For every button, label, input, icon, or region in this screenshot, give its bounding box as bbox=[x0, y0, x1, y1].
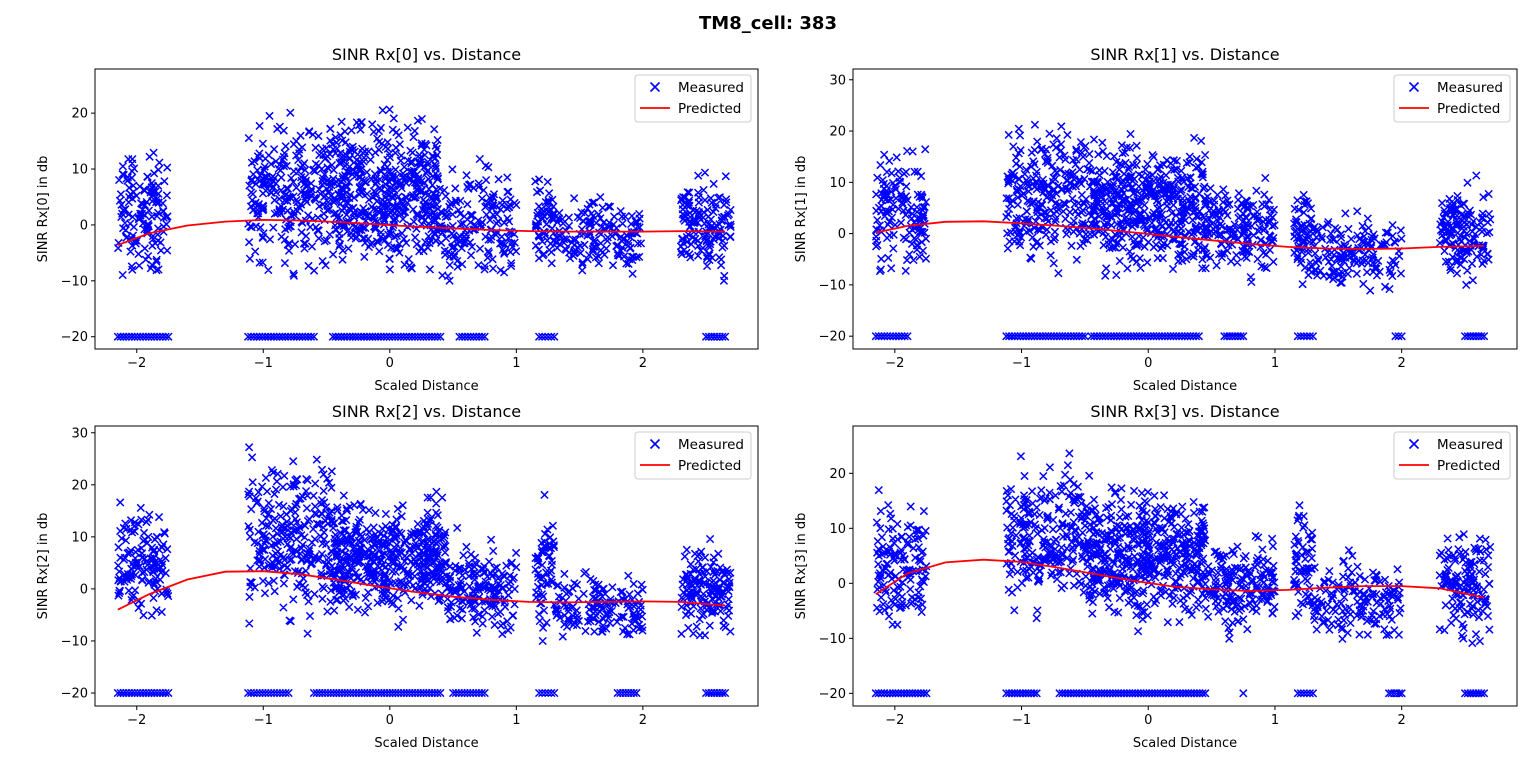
x-tick-label: 2 bbox=[1398, 356, 1406, 371]
y-tick-label: −20 bbox=[61, 686, 88, 701]
axes-frame bbox=[852, 425, 1518, 707]
subplot-3: SINR Rx[3] vs. Distance−2 −1 0 1 2−20−100102… bbox=[794, 402, 1518, 751]
x-axis-label: Scaled Distance bbox=[374, 736, 478, 751]
legend-marker-measured bbox=[1408, 438, 1420, 450]
x-tick-label: −2 bbox=[885, 356, 904, 371]
subplot-title: SINR Rx[3] vs. Distance bbox=[1090, 402, 1279, 421]
subplot-title: SINR Rx[1] vs. Distance bbox=[1090, 45, 1279, 64]
legend-box bbox=[1393, 431, 1511, 480]
x-tick-label: 2 bbox=[1398, 713, 1406, 728]
legend: Measured Predicted bbox=[1393, 74, 1511, 123]
y-tick-label: −10 bbox=[61, 634, 88, 649]
legend-label-measured: Measured bbox=[678, 437, 744, 453]
y-tick-label: 0 bbox=[80, 218, 88, 233]
y-tick-label: −20 bbox=[819, 687, 846, 702]
subplot-0: SINR Rx[0] vs. Distance−2 −1 0 1 2−20−100102… bbox=[36, 45, 759, 394]
y-tick-label: 0 bbox=[80, 582, 88, 597]
y-tick-label: 20 bbox=[829, 125, 846, 140]
x-tick-label: 2 bbox=[639, 356, 647, 371]
legend-marker-measured bbox=[649, 81, 661, 93]
x-tick-label: −2 bbox=[127, 713, 146, 728]
legend-box bbox=[634, 431, 752, 480]
x-tick-label: 1 bbox=[512, 356, 520, 371]
legend: Measured Predicted bbox=[634, 74, 752, 123]
legend-label-predicted: Predicted bbox=[1437, 101, 1500, 117]
x-axis-label: Scaled Distance bbox=[374, 379, 478, 394]
legend-label-predicted: Predicted bbox=[678, 458, 741, 474]
axes-frame bbox=[852, 68, 1518, 350]
x-axis-label: Scaled Distance bbox=[1133, 736, 1237, 751]
x-tick-label: 0 bbox=[386, 713, 394, 728]
x-tick-label: −1 bbox=[254, 713, 273, 728]
y-tick-label: 10 bbox=[71, 530, 88, 545]
legend-box bbox=[634, 74, 752, 123]
x-tick-label: 2 bbox=[639, 713, 647, 728]
x-tick-label: −1 bbox=[254, 356, 273, 371]
figure-suptitle: TM8_cell: 383 bbox=[699, 13, 837, 34]
measured-points bbox=[871, 120, 1495, 341]
measured-markers bbox=[113, 443, 735, 698]
legend: Measured Predicted bbox=[1393, 431, 1511, 480]
y-tick-label: 10 bbox=[71, 163, 88, 178]
subplot-2: SINR Rx[2] vs. Distance−2 −1 0 1 2−20−100102… bbox=[36, 402, 759, 751]
legend-marker-measured bbox=[1408, 81, 1420, 93]
y-axis-label: SINR Rx[1] in db bbox=[794, 156, 809, 263]
measured-points bbox=[113, 105, 735, 341]
measured-points bbox=[871, 449, 1495, 698]
x-tick-label: 1 bbox=[512, 713, 520, 728]
y-tick-label: −10 bbox=[819, 632, 846, 647]
subplot-1: SINR Rx[1] vs. Distance−2 −1 0 1 2−20−100102… bbox=[794, 45, 1518, 394]
legend-label-measured: Measured bbox=[1437, 437, 1503, 453]
legend-marker-measured bbox=[649, 438, 661, 450]
legend-label-measured: Measured bbox=[678, 80, 744, 96]
x-tick-label: 0 bbox=[1144, 356, 1152, 371]
y-tick-label: 30 bbox=[71, 426, 88, 441]
y-tick-label: 10 bbox=[829, 176, 846, 191]
y-tick-label: 0 bbox=[838, 577, 846, 592]
axes-frame bbox=[94, 425, 759, 707]
y-tick-label: −20 bbox=[819, 330, 846, 345]
x-tick-label: −1 bbox=[1012, 713, 1031, 728]
predicted-line bbox=[875, 220, 1485, 250]
legend: Measured Predicted bbox=[634, 431, 752, 480]
measured-markers bbox=[871, 120, 1495, 341]
x-tick-label: 1 bbox=[1271, 356, 1279, 371]
x-tick-label: 0 bbox=[386, 356, 394, 371]
y-tick-label: 0 bbox=[838, 227, 846, 242]
y-tick-label: 20 bbox=[71, 107, 88, 122]
x-tick-label: 0 bbox=[1144, 713, 1152, 728]
predicted-line bbox=[875, 558, 1485, 599]
x-tick-label: −2 bbox=[127, 356, 146, 371]
legend-label-predicted: Predicted bbox=[678, 101, 741, 117]
y-tick-label: 20 bbox=[71, 478, 88, 493]
measured-markers bbox=[871, 449, 1495, 698]
subplot-title: SINR Rx[0] vs. Distance bbox=[332, 45, 521, 64]
y-tick-label: 10 bbox=[829, 522, 846, 537]
predicted-line bbox=[117, 570, 726, 611]
legend-label-predicted: Predicted bbox=[1437, 458, 1500, 474]
y-tick-label: −20 bbox=[61, 330, 88, 345]
x-tick-label: 1 bbox=[1271, 713, 1279, 728]
y-axis-label: SINR Rx[3] in db bbox=[794, 513, 809, 620]
legend-label-measured: Measured bbox=[1437, 80, 1503, 96]
axes-frame bbox=[94, 68, 759, 350]
y-tick-label: 20 bbox=[829, 467, 846, 482]
predicted-line bbox=[117, 218, 726, 246]
y-axis-label: SINR Rx[2] in db bbox=[36, 513, 51, 620]
measured-points bbox=[113, 443, 735, 698]
subplot-title: SINR Rx[2] vs. Distance bbox=[332, 402, 521, 421]
x-tick-label: −2 bbox=[885, 713, 904, 728]
y-tick-label: 30 bbox=[829, 73, 846, 88]
x-axis-label: Scaled Distance bbox=[1133, 379, 1237, 394]
y-axis-label: SINR Rx[0] in db bbox=[36, 156, 51, 263]
measured-markers bbox=[113, 105, 735, 341]
y-tick-label: −10 bbox=[819, 278, 846, 293]
x-tick-label: −1 bbox=[1012, 356, 1031, 371]
legend-box bbox=[1393, 74, 1511, 123]
y-tick-label: −10 bbox=[61, 274, 88, 289]
